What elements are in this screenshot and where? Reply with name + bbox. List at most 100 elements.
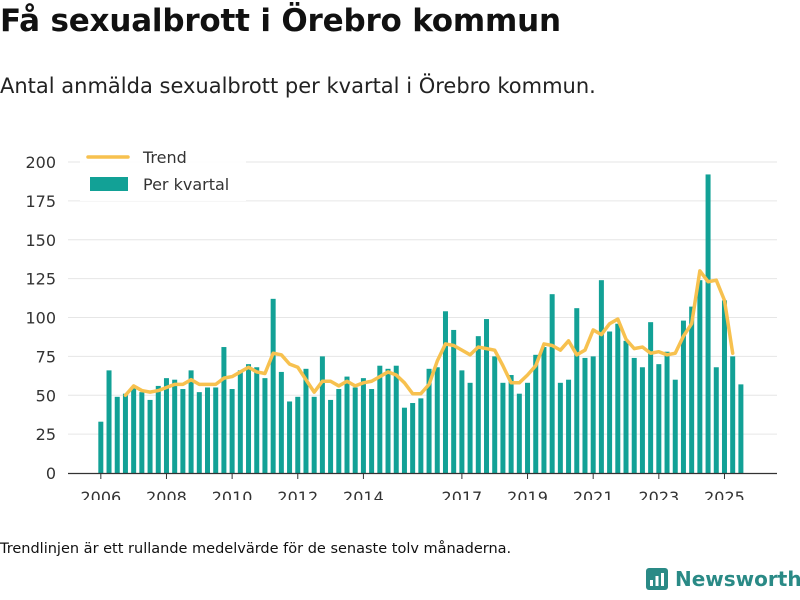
bar — [672, 379, 678, 473]
bar — [163, 378, 169, 473]
bar — [139, 392, 145, 473]
bar — [352, 387, 358, 473]
y-tick-label: 25 — [36, 425, 56, 444]
bar — [336, 389, 342, 473]
x-tick-label: 2023 — [638, 488, 679, 500]
bar — [549, 294, 555, 473]
bar — [738, 384, 744, 473]
bar — [410, 403, 416, 473]
bar — [303, 368, 309, 473]
bar — [639, 367, 645, 473]
bar — [434, 367, 440, 473]
x-axis: 2006 2008 2010 2012 2014 2017 2019 2021 2023 2025 — [68, 472, 777, 500]
x-tick-label: 2021 — [573, 488, 614, 500]
y-tick-label: 200 — [25, 153, 56, 172]
bar — [246, 364, 252, 473]
bar — [467, 382, 473, 473]
bar — [344, 376, 350, 473]
y-tick-label: 0 — [46, 464, 56, 483]
x-tick-label: 2019 — [507, 488, 548, 500]
chart-title: Få sexualbrott i Örebro kommun — [0, 3, 561, 39]
trend-series — [123, 269, 735, 397]
legend: Trend Per kvartal — [80, 143, 246, 201]
bar — [557, 382, 563, 473]
bar — [180, 389, 186, 473]
bar — [377, 365, 383, 473]
bar — [188, 370, 194, 473]
bar — [525, 382, 531, 473]
footnote: Trendlinjen är ett rullande medelvärde f… — [0, 541, 512, 557]
newsworthy-logo-icon — [646, 568, 668, 590]
legend-label-trend: Trend — [142, 148, 187, 167]
bar — [254, 367, 260, 473]
x-tick-label: 2008 — [146, 488, 187, 500]
bar — [713, 367, 719, 473]
bar — [205, 387, 210, 473]
bar — [147, 399, 153, 473]
bar — [295, 396, 301, 473]
bar — [114, 396, 120, 473]
y-axis: 0 25 50 75 100 125 150 175 200 — [25, 153, 56, 483]
bar — [615, 323, 621, 473]
bar — [442, 311, 448, 473]
x-tick-label: 2006 — [80, 488, 121, 500]
bar — [122, 393, 128, 473]
x-tick-label: 2017 — [442, 488, 483, 500]
bar — [98, 421, 104, 473]
bar — [393, 365, 399, 473]
bar — [311, 396, 317, 473]
bar — [155, 385, 161, 473]
bar — [360, 378, 366, 473]
bar — [664, 351, 670, 473]
bar — [131, 387, 137, 473]
bar — [319, 356, 325, 474]
bar — [262, 378, 268, 473]
bar — [623, 340, 629, 473]
bar — [475, 336, 481, 473]
bar — [484, 319, 490, 473]
x-tick-label: 2012 — [277, 488, 318, 500]
bar — [631, 357, 637, 473]
bar — [106, 370, 112, 473]
y-tick-label: 50 — [36, 386, 56, 405]
bar — [172, 379, 178, 473]
bar — [541, 347, 547, 473]
y-tick-label: 75 — [36, 347, 56, 366]
bar — [705, 174, 711, 473]
bar — [656, 364, 662, 473]
bar — [508, 375, 514, 473]
y-tick-label: 175 — [25, 192, 56, 211]
bar — [426, 368, 432, 473]
bar — [237, 370, 243, 473]
bar — [369, 389, 375, 473]
bar — [287, 401, 293, 473]
bar — [516, 393, 522, 473]
bar-series-per-kvartal — [98, 174, 744, 474]
legend-background — [80, 143, 246, 201]
bar — [270, 298, 276, 473]
bar — [598, 280, 604, 473]
bar — [418, 398, 424, 473]
bar — [229, 389, 235, 473]
bar — [680, 320, 686, 473]
bar — [500, 382, 506, 473]
bar — [196, 392, 202, 473]
chart: 2006 2008 2010 2012 2014 2017 2019 2021 2023 2025… — [25, 143, 777, 500]
bar — [213, 387, 219, 473]
bar — [385, 368, 391, 473]
y-tick-label: 150 — [25, 231, 56, 250]
chart-subtitle: Antal anmälda sexualbrott per kvartal i … — [0, 74, 596, 98]
bar — [697, 280, 703, 473]
bar — [607, 331, 613, 473]
x-tick-label: 2025 — [704, 488, 745, 500]
brand[interactable]: Newsworthy — [645, 567, 800, 591]
bar — [328, 399, 334, 473]
x-tick-label: 2010 — [212, 488, 253, 500]
bar — [590, 356, 596, 474]
bar — [689, 306, 695, 473]
legend-label-per-kvartal: Per kvartal — [143, 175, 229, 194]
bar — [451, 329, 457, 473]
y-tick-label: 100 — [25, 309, 56, 328]
bar — [533, 354, 539, 473]
trend-line — [123, 269, 735, 397]
